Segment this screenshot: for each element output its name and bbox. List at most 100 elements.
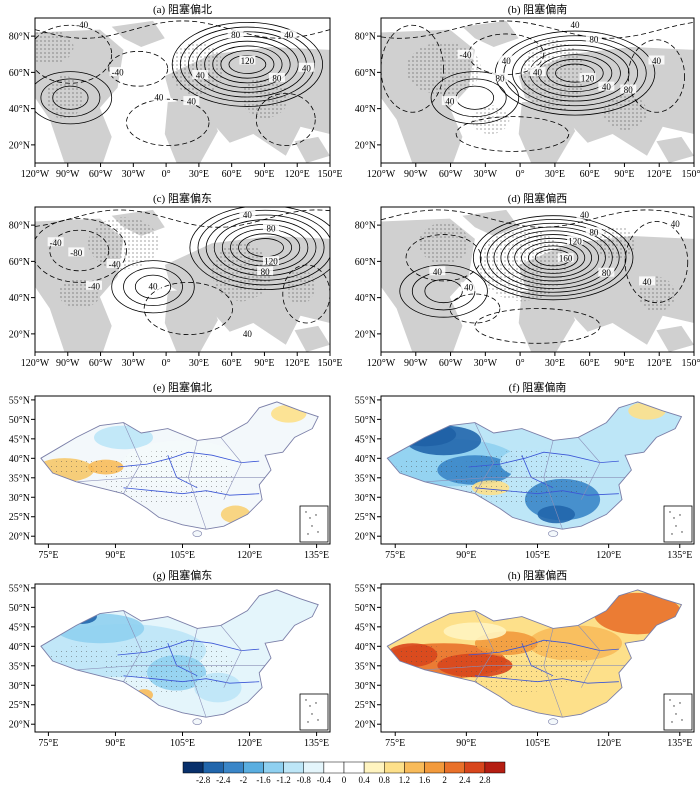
- province-border: [220, 625, 242, 688]
- contour-positive: [220, 50, 275, 79]
- contour-label: 120: [568, 236, 582, 246]
- y-tick-label: 25°N: [355, 512, 376, 523]
- contour-positive: [197, 209, 330, 286]
- contour-negative: [474, 308, 601, 344]
- panel-h: (h) 阻塞偏西 75°E 90°E 105°E 120°E 135°E 55°N 50°N 4…: [355, 568, 695, 749]
- colorbar-label: 0.8: [379, 775, 391, 785]
- contour-positive: [123, 267, 183, 306]
- colorbar-label: 1.6: [419, 775, 431, 785]
- colorbar-swatch: [202, 761, 224, 774]
- contour-label: 80: [495, 73, 505, 83]
- colorbar-swatch: [464, 761, 486, 774]
- stipple-region: [521, 39, 585, 113]
- contour-positive: [196, 36, 299, 93]
- panel-title: (h) 阻塞偏西: [508, 568, 568, 582]
- contour-label: 40: [533, 68, 543, 78]
- colorbar-label: 1.2: [399, 775, 410, 785]
- x-tick-label: 30°W: [122, 358, 146, 369]
- y-tick-label: 35°N: [355, 473, 376, 484]
- y-tick-label: 40°N: [355, 642, 376, 653]
- river-line: [123, 487, 260, 496]
- x-tick-label: 30°E: [189, 169, 209, 180]
- colorbar-swatch: [424, 761, 445, 774]
- province-border: [76, 477, 266, 483]
- province-border: [220, 437, 242, 500]
- contour-label: 40: [196, 71, 206, 81]
- contour-negative: [624, 221, 689, 304]
- contour-label: 40: [464, 283, 474, 293]
- x-tick-label: 90°W: [404, 358, 428, 369]
- contour-positive: [111, 260, 195, 314]
- hainan-island: [548, 530, 559, 537]
- y-tick-label: 80°N: [355, 32, 376, 43]
- x-tick-label: 90°W: [56, 358, 80, 369]
- y-tick-label: 80°N: [9, 221, 30, 232]
- contour-label: 40: [284, 30, 294, 40]
- colorbar-swatch: [444, 761, 465, 774]
- stipple-region: [471, 105, 510, 134]
- colorbar-label: -1.2: [277, 775, 291, 785]
- contour-positive: [134, 274, 172, 299]
- x-tick-label: 150°E: [681, 169, 700, 180]
- contour-label: 40: [652, 56, 662, 66]
- contour-positive: [171, 21, 324, 107]
- y-tick-label: 60°N: [355, 257, 376, 268]
- colorbar-swatch: [384, 761, 405, 774]
- contour-label: -80: [70, 248, 82, 258]
- y-tick-label: 20°N: [355, 140, 376, 151]
- x-tick-label: 150°E: [317, 169, 342, 180]
- x-tick-label: 0°: [516, 358, 525, 369]
- contour-positive: [486, 222, 620, 293]
- panel-d: 40 40 80 120 160 80 40 40 40 (d) 阻塞偏西 120°W 90°W 60°…: [355, 191, 700, 369]
- contour-label: 40: [302, 63, 312, 73]
- contour-positive: [512, 40, 639, 107]
- y-tick-label: 20°N: [9, 720, 30, 731]
- contour-label: -40: [50, 238, 62, 248]
- x-tick-label: 0°: [162, 169, 171, 180]
- contour-label: -40: [112, 68, 124, 78]
- hainan-island: [548, 718, 559, 725]
- panel-frame: [380, 206, 695, 353]
- x-tick-label: 90°E: [254, 169, 274, 180]
- panel-frame: [34, 206, 331, 353]
- land-mass: [518, 288, 576, 352]
- x-tick-label: 90°W: [56, 169, 80, 180]
- contour-negative: [381, 24, 444, 113]
- land-mass: [656, 136, 694, 163]
- colorbar-label: -1.6: [256, 775, 271, 785]
- anomaly-patch: [537, 505, 576, 524]
- contour-label: 80: [261, 267, 271, 277]
- x-tick-label: 90°E: [614, 358, 634, 369]
- contour-positive: [35, 71, 113, 125]
- contour-label: 40: [243, 210, 253, 220]
- contour-negative: [49, 229, 110, 272]
- colorbar-swatch: [243, 761, 264, 774]
- contour-label: 40: [580, 210, 590, 220]
- x-tick-label: 30°E: [545, 169, 565, 180]
- x-tick-label: 60°E: [580, 358, 600, 369]
- contour-positive: [40, 78, 101, 118]
- stipple-region: [285, 269, 316, 305]
- x-tick-label: 60°W: [439, 358, 463, 369]
- contour-positive: [189, 207, 330, 291]
- y-tick-label: 55°N: [355, 583, 376, 594]
- y-tick-label: 20°N: [355, 532, 376, 543]
- land-mass: [518, 99, 576, 163]
- x-tick-label: 90°E: [456, 738, 476, 749]
- contour-negative: [35, 209, 330, 228]
- colorbar-label: 0: [342, 775, 347, 785]
- contour-positive: [212, 45, 283, 84]
- contour-negative: [627, 39, 686, 113]
- x-tick-label: 0°: [162, 358, 171, 369]
- stipple-region: [478, 228, 566, 302]
- contour-positive: [472, 215, 634, 301]
- panel-title: (d) 阻塞偏西: [508, 191, 568, 205]
- province-border: [424, 665, 626, 671]
- colorbar-swatch: [484, 761, 506, 774]
- stipple-region: [396, 458, 460, 476]
- x-tick-label: 135°E: [304, 550, 329, 561]
- contour-label: -40: [88, 281, 100, 291]
- contour-label: 120: [241, 56, 255, 66]
- panel-title: (a) 阻塞偏北: [153, 2, 212, 16]
